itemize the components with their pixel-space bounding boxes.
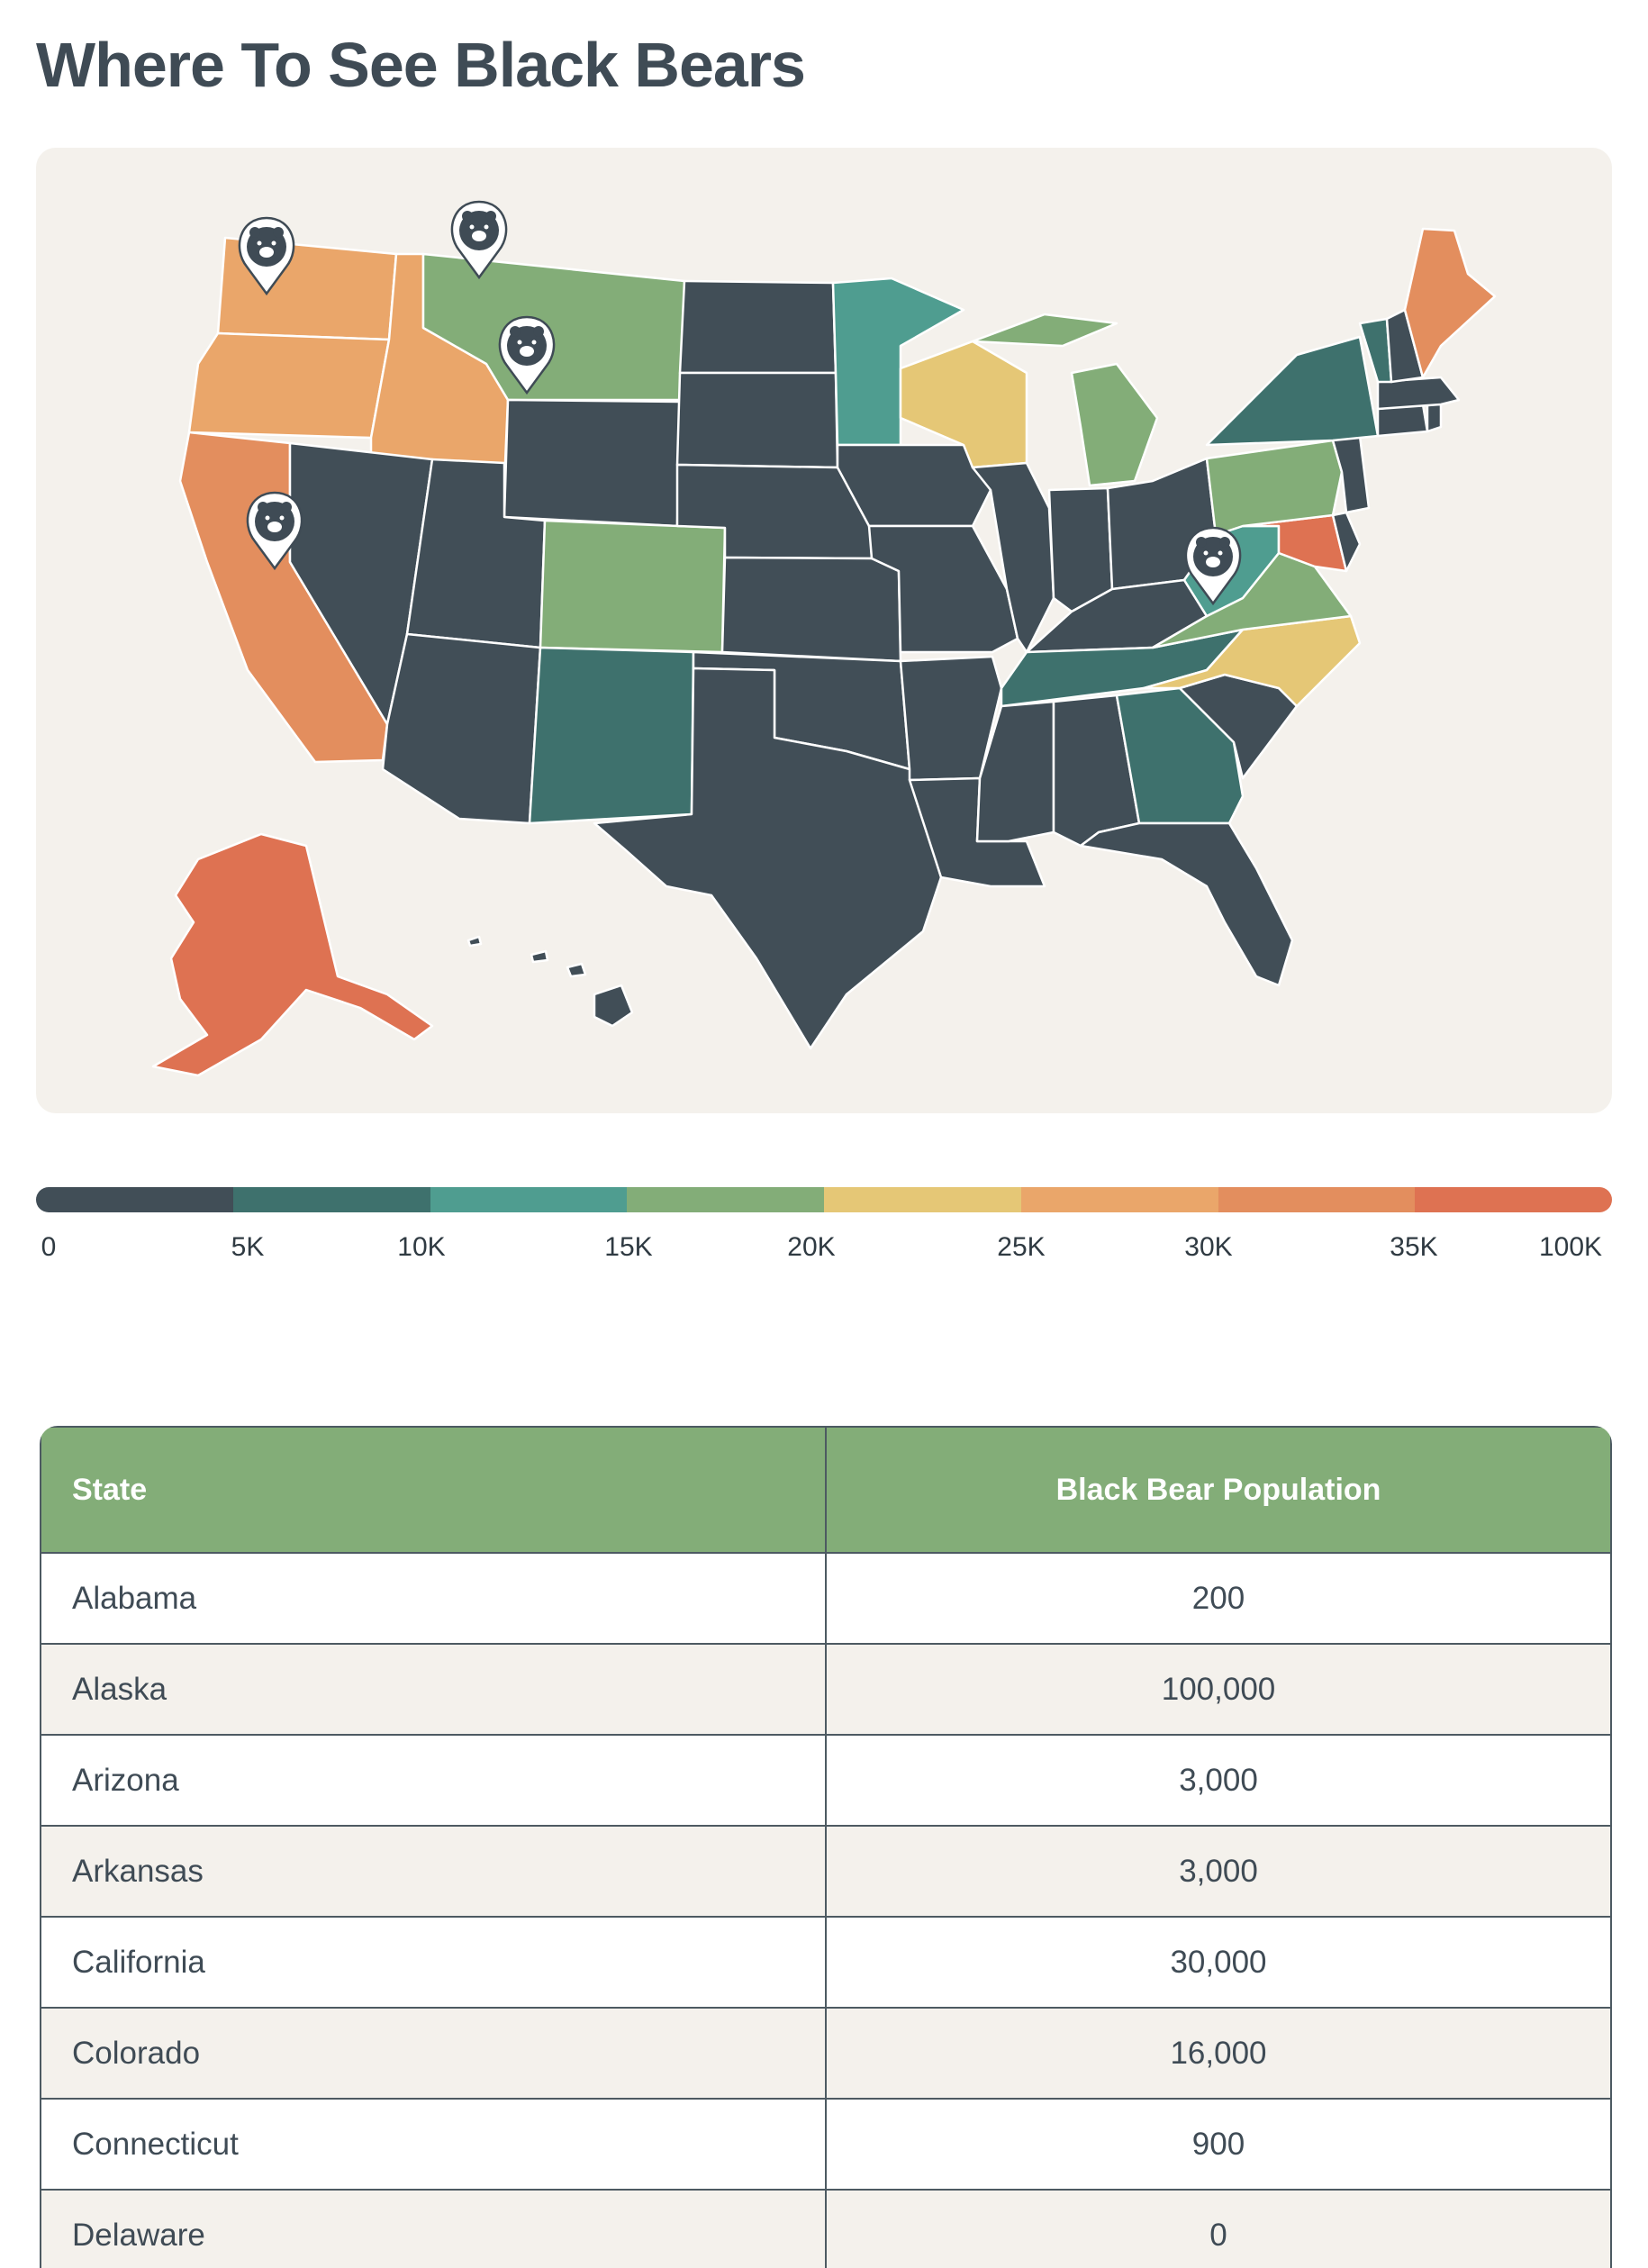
state-cell: California bbox=[40, 1916, 827, 2009]
state-massachusetts[interactable] bbox=[1376, 376, 1461, 411]
population-cell: 0 bbox=[825, 2189, 1612, 2268]
state-south-dakota[interactable] bbox=[675, 371, 839, 469]
color-scale-segment bbox=[36, 1187, 233, 1212]
bear-pin-icon[interactable] bbox=[450, 200, 508, 280]
state-cell: Arizona bbox=[40, 1734, 827, 1827]
population-cell: 30,000 bbox=[825, 1916, 1612, 2009]
scale-label: 10K bbox=[397, 1232, 446, 1262]
color-scale-segment bbox=[1218, 1187, 1416, 1212]
state-cell: Connecticut bbox=[40, 2098, 827, 2191]
table-row: Arizona 3,000 bbox=[40, 1734, 1612, 1827]
scale-label: 100K bbox=[1538, 1232, 1603, 1262]
state-cell: Alabama bbox=[40, 1552, 827, 1645]
color-scale-segment bbox=[824, 1187, 1021, 1212]
population-table: State Black Bear Population Alabama 200 … bbox=[40, 1426, 1612, 2268]
table-row: Colorado 16,000 bbox=[40, 2007, 1612, 2100]
population-cell: 3,000 bbox=[825, 1825, 1612, 1918]
state-arizona[interactable] bbox=[381, 632, 542, 825]
us-map bbox=[151, 200, 1497, 1077]
color-scale-segment bbox=[430, 1187, 628, 1212]
table-row: Arkansas 3,000 bbox=[40, 1825, 1612, 1918]
column-header-state[interactable]: State bbox=[40, 1426, 827, 1554]
scale-label: 15K bbox=[604, 1232, 653, 1262]
table-row: California 30,000 bbox=[40, 1916, 1612, 2009]
state-texas[interactable] bbox=[593, 667, 943, 1050]
state-maine[interactable] bbox=[1403, 227, 1497, 379]
color-scale-labels: 0 5K 10K 15K 20K 25K 30K 35K 100K bbox=[0, 1232, 1648, 1277]
color-scale-segment bbox=[232, 1187, 430, 1212]
map-panel bbox=[36, 148, 1612, 1113]
scale-label: 20K bbox=[787, 1232, 836, 1262]
state-cell: Alaska bbox=[40, 1643, 827, 1736]
state-alaska[interactable] bbox=[151, 832, 434, 1077]
scale-label: 25K bbox=[997, 1232, 1046, 1262]
state-north-dakota[interactable] bbox=[678, 279, 838, 375]
state-cell: Delaware bbox=[40, 2189, 827, 2268]
color-scale-segment bbox=[1020, 1187, 1218, 1212]
state-wyoming[interactable] bbox=[503, 398, 682, 528]
table-header-row: State Black Bear Population bbox=[40, 1426, 1612, 1554]
table-row: Alabama 200 bbox=[40, 1552, 1612, 1645]
state-rhode-island[interactable] bbox=[1426, 403, 1443, 433]
state-oregon[interactable] bbox=[187, 331, 391, 440]
table-row: Connecticut 900 bbox=[40, 2098, 1612, 2191]
scale-label: 0 bbox=[41, 1232, 57, 1262]
state-delaware[interactable] bbox=[1331, 511, 1362, 573]
table-row: Alaska 100,000 bbox=[40, 1643, 1612, 1736]
bear-pin-icon[interactable] bbox=[1184, 526, 1242, 606]
state-north-carolina[interactable] bbox=[1142, 614, 1362, 708]
state-new-mexico[interactable] bbox=[528, 646, 695, 825]
color-scale-segment bbox=[1415, 1187, 1612, 1212]
state-hawaii[interactable] bbox=[466, 935, 634, 1028]
state-kansas[interactable] bbox=[720, 556, 902, 663]
state-colorado[interactable] bbox=[539, 519, 727, 654]
table-row: Delaware 0 bbox=[40, 2189, 1612, 2268]
population-cell: 16,000 bbox=[825, 2007, 1612, 2100]
scale-label: 5K bbox=[231, 1232, 265, 1262]
population-cell: 200 bbox=[825, 1552, 1612, 1645]
page-title: Where To See Black Bears bbox=[36, 30, 806, 100]
state-cell: Arkansas bbox=[40, 1825, 827, 1918]
bear-pin-icon[interactable] bbox=[498, 315, 556, 395]
population-cell: 900 bbox=[825, 2098, 1612, 2191]
state-florida[interactable] bbox=[1079, 821, 1294, 987]
state-cell: Colorado bbox=[40, 2007, 827, 2100]
scale-label: 35K bbox=[1390, 1232, 1438, 1262]
state-new-york[interactable] bbox=[1205, 335, 1380, 447]
color-scale-segment bbox=[627, 1187, 824, 1212]
state-michigan[interactable] bbox=[971, 313, 1159, 487]
color-scale-bar bbox=[36, 1187, 1612, 1212]
scale-label: 30K bbox=[1184, 1232, 1233, 1262]
bear-markers bbox=[238, 200, 1242, 606]
bear-pin-icon[interactable] bbox=[246, 491, 303, 571]
column-header-population[interactable]: Black Bear Population bbox=[825, 1426, 1612, 1554]
state-missouri[interactable] bbox=[867, 524, 1019, 654]
bear-pin-icon[interactable] bbox=[238, 216, 295, 296]
population-cell: 3,000 bbox=[825, 1734, 1612, 1827]
population-cell: 100,000 bbox=[825, 1643, 1612, 1736]
